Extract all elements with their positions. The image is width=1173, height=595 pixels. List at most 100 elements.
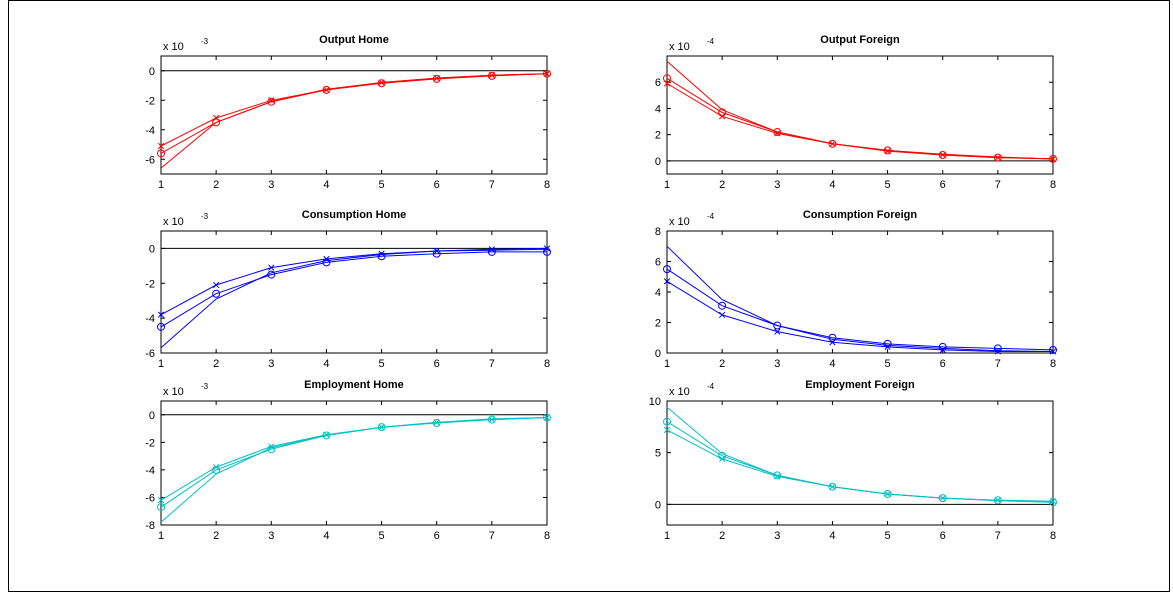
data-point-circle: [432, 249, 441, 258]
subplot-5: 1 2 3 4 5 6 7 8 -8 -6 -4 -2 0 x 10 -3 Employment Home: [145, 379, 551, 542]
y-tick-label: 10: [649, 396, 661, 408]
x-tick-label: 3: [268, 358, 274, 370]
series-line-2: [666, 268, 1054, 351]
y-tick-label: -4: [145, 313, 155, 325]
y-tick-label: 4: [655, 287, 661, 299]
y-tick-label: 0: [149, 66, 155, 78]
subplot-title: Output Home: [319, 34, 389, 46]
x-tick-label: 6: [434, 179, 440, 191]
y-tick-label: 0: [149, 243, 155, 255]
y-tick-label: 4: [655, 103, 661, 115]
y-tick-label: 0: [655, 348, 661, 360]
data-point-cross: [212, 281, 220, 289]
subplot-2: 1 2 3 4 5 6 7 8 0 2 4 6 x 10 -4 Output Foreign: [655, 34, 1057, 191]
x-tick-label: 3: [268, 179, 274, 191]
data-point-cross: [663, 278, 671, 285]
x-tick-label: 7: [489, 530, 495, 542]
scale-label: x 10: [163, 216, 184, 228]
scale-label: x 10: [163, 386, 184, 398]
data-point-circle: [718, 301, 727, 310]
x-tick-label: 3: [774, 179, 780, 191]
series-line-2: [160, 251, 547, 328]
x-tick-label: 8: [1050, 530, 1056, 542]
data-point-cross: [157, 311, 165, 318]
x-tick-label: 7: [995, 179, 1001, 191]
x-tick-label: 7: [995, 530, 1001, 542]
y-tick-label: -4: [145, 125, 155, 137]
scale-label: x 10: [669, 386, 690, 398]
x-tick-label: 3: [268, 530, 274, 542]
subplot-3: 1 2 3 4 5 6 7 8 -6 -4 -2 0 x 10 -3 Consumption Home: [145, 209, 551, 370]
x-tick-label: 7: [489, 179, 495, 191]
x-tick-label: 7: [489, 358, 495, 370]
data-point-circle: [543, 247, 551, 256]
data-point-circle: [487, 247, 496, 256]
x-tick-label: 6: [940, 530, 946, 542]
data-point-cross: [157, 142, 165, 150]
data-point-circle: [267, 97, 276, 106]
data-point-circle: [828, 333, 837, 342]
data-point-cross: [663, 426, 671, 434]
x-tick-label: 5: [885, 358, 891, 370]
x-tick-label: 6: [434, 530, 440, 542]
scale-exponent: -3: [201, 212, 209, 221]
x-tick-label: 1: [664, 358, 670, 370]
x-tick-label: 8: [544, 358, 550, 370]
data-point-circle: [663, 265, 671, 274]
y-tick-label: 8: [655, 226, 661, 238]
subplot-title: Employment Home: [304, 379, 404, 391]
x-tick-label: 2: [719, 530, 725, 542]
axes-box: [666, 230, 1054, 354]
data-point-circle: [773, 471, 782, 480]
subplot-6: 1 2 3 4 5 6 7 8 0 5 10 x 10 -4 Employment Foreign: [649, 379, 1057, 542]
series-line-1: [160, 73, 548, 147]
y-tick-label: -4: [145, 465, 155, 477]
y-tick-label: -2: [145, 278, 155, 290]
x-tick-label: 1: [158, 530, 164, 542]
data-point-cross: [157, 497, 165, 504]
data-point-cross: [718, 311, 726, 319]
data-point-cross: [774, 328, 781, 335]
series-line-3: [666, 245, 1054, 352]
data-point-circle: [1049, 345, 1057, 354]
data-point-circle: [377, 252, 386, 261]
scale-exponent: -4: [707, 212, 715, 221]
data-point-cross: [1049, 155, 1057, 163]
x-tick-label: 8: [1050, 358, 1056, 370]
subplot-title: Consumption Home: [302, 209, 407, 221]
x-tick-label: 4: [323, 179, 329, 191]
data-point-circle: [938, 342, 947, 351]
x-tick-label: 3: [774, 530, 780, 542]
x-tick-label: 1: [664, 179, 670, 191]
data-point-circle: [773, 128, 782, 137]
y-tick-label: -8: [145, 520, 155, 532]
x-tick-label: 5: [379, 179, 385, 191]
x-tick-label: 4: [323, 530, 329, 542]
x-tick-label: 1: [158, 358, 164, 370]
y-tick-label: -2: [145, 95, 155, 107]
data-point-circle: [883, 339, 892, 348]
data-point-circle: [157, 322, 165, 331]
subplot-title: Consumption Foreign: [803, 209, 918, 221]
y-tick-label: 0: [149, 410, 155, 422]
x-tick-label: 6: [434, 358, 440, 370]
x-tick-label: 8: [544, 530, 550, 542]
series-line-3: [666, 406, 1054, 503]
data-point-circle: [322, 431, 331, 440]
data-point-circle: [718, 108, 727, 117]
x-tick-label: 6: [940, 179, 946, 191]
data-point-circle: [663, 417, 671, 426]
y-tick-label: -6: [145, 492, 155, 504]
x-tick-label: 5: [885, 530, 891, 542]
data-point-cross: [884, 147, 891, 155]
y-tick-label: -6: [145, 348, 155, 360]
data-point-cross: [488, 246, 496, 253]
y-tick-label: 5: [655, 448, 661, 460]
x-tick-label: 2: [213, 358, 219, 370]
scale-exponent: -4: [707, 382, 715, 391]
data-point-circle: [773, 321, 782, 330]
y-tick-label: -2: [145, 437, 155, 449]
x-tick-label: 2: [719, 358, 725, 370]
data-point-circle: [487, 71, 496, 80]
axes-box: [160, 230, 548, 354]
